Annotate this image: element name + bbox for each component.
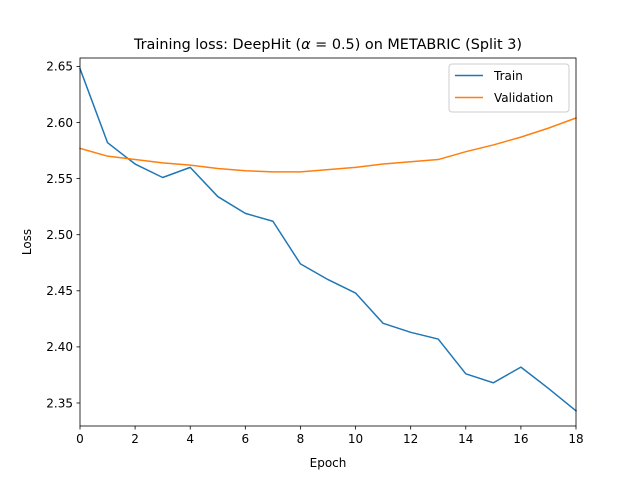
x-tick-label: 2 — [131, 432, 139, 446]
x-tick-label: 4 — [186, 432, 194, 446]
title-alpha: α — [301, 37, 311, 53]
title-prefix: Training loss: DeepHit ( — [133, 37, 301, 53]
x-tick-label: 8 — [297, 432, 305, 446]
x-tick-label: 14 — [458, 432, 473, 446]
plot-frame — [79, 57, 577, 427]
y-tick-label: 2.60 — [46, 116, 73, 130]
legend: Train Validation — [448, 63, 570, 113]
y-axis-label: Loss — [20, 229, 34, 255]
x-axis-label: Epoch — [310, 456, 347, 470]
y-tick-label: 2.55 — [46, 172, 73, 186]
y-tick-label: 2.50 — [46, 228, 73, 242]
x-tick-label: 12 — [403, 432, 418, 446]
chart-title: Training loss: DeepHit (α = 0.5) on META… — [133, 37, 522, 53]
x-tick-label: 6 — [242, 432, 250, 446]
series-layer — [79, 67, 578, 412]
x-tick-label: 0 — [76, 432, 84, 446]
y-tick-label: 2.65 — [46, 60, 73, 74]
legend-label-validation: Validation — [494, 91, 553, 105]
x-tick-label: 16 — [513, 432, 528, 446]
x-tick-label: 10 — [348, 432, 363, 446]
y-tick-label: 2.45 — [46, 284, 73, 298]
series-line-validation — [79, 117, 577, 173]
x-axis-ticks: 0 2 4 6 8 10 12 14 16 18 — [76, 426, 584, 446]
legend-label-train: Train — [493, 69, 523, 83]
y-tick-label: 2.40 — [46, 340, 73, 354]
title-suffix: = 0.5) on METABRIC (Split 3) — [311, 37, 522, 53]
y-axis-ticks: 2.35 2.40 2.45 2.50 2.55 2.60 2.65 — [46, 60, 80, 410]
x-tick-label: 18 — [568, 432, 583, 446]
y-tick-label: 2.35 — [46, 396, 73, 410]
series-line-train — [79, 67, 578, 412]
